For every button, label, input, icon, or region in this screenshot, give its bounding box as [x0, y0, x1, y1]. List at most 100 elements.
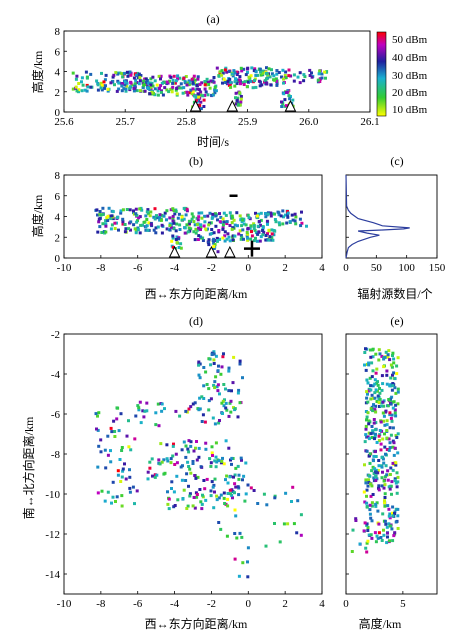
data-point [372, 421, 376, 425]
data-point [163, 86, 167, 90]
data-point [225, 408, 229, 412]
data-point [253, 67, 257, 71]
data-point [120, 504, 124, 508]
data-point [233, 473, 237, 477]
data-point [103, 78, 107, 82]
data-point [115, 417, 119, 421]
data-point [146, 86, 150, 90]
data-point [236, 464, 240, 468]
data-point [212, 352, 216, 356]
data-point [134, 414, 138, 418]
data-point [106, 490, 110, 494]
data-point [128, 486, 132, 490]
data-point [366, 484, 370, 488]
data-point [230, 488, 234, 492]
data-point [204, 227, 208, 231]
data-point [289, 74, 293, 78]
data-point [267, 228, 271, 232]
data-point [213, 459, 217, 463]
data-point [370, 536, 374, 540]
data-point [220, 459, 224, 463]
data-point [85, 89, 89, 93]
data-point [197, 95, 201, 99]
data-point [106, 87, 110, 91]
data-point [371, 431, 375, 435]
data-point [207, 221, 211, 225]
data-point [230, 227, 234, 231]
data-point [249, 486, 253, 490]
panel-d-xtick-label: -2 [207, 598, 216, 610]
data-point [234, 77, 237, 81]
data-point [210, 480, 214, 484]
data-point [369, 384, 373, 388]
data-point [367, 387, 371, 391]
data-point [142, 83, 146, 87]
data-point [233, 491, 236, 495]
data-point [224, 478, 227, 482]
panel-b-triangle-marker [205, 245, 218, 258]
data-point [395, 491, 399, 495]
data-point [132, 209, 135, 213]
data-point [115, 89, 119, 93]
data-point [228, 475, 232, 479]
data-point [395, 436, 399, 439]
data-point [249, 79, 253, 83]
data-point [388, 539, 391, 543]
data-point [233, 84, 237, 88]
panel-d-xtick-label: 4 [319, 598, 325, 610]
data-point [233, 407, 237, 411]
data-point [210, 216, 214, 220]
data-point [156, 93, 160, 97]
data-point [275, 69, 279, 73]
data-point [229, 458, 232, 462]
data-point [365, 541, 369, 545]
data-point [385, 436, 389, 440]
data-point [250, 66, 254, 70]
panel-d-ytick-label: -8 [51, 449, 61, 461]
data-point [199, 90, 203, 94]
data-point [391, 382, 395, 385]
data-point [282, 522, 286, 526]
data-point [175, 241, 179, 245]
data-point [180, 215, 184, 219]
panel-a-xtick-label: 25.8 [177, 116, 197, 128]
data-point [96, 83, 100, 87]
data-point [391, 468, 395, 472]
data-point [74, 77, 78, 81]
data-point [383, 496, 387, 499]
data-point [240, 236, 244, 240]
data-point [189, 440, 193, 444]
data-point [391, 351, 395, 355]
data-point [112, 419, 116, 423]
data-point [390, 492, 393, 496]
data-point [275, 79, 279, 83]
data-point [202, 397, 206, 400]
data-point [373, 391, 377, 395]
data-point [365, 522, 369, 526]
data-point [246, 238, 250, 242]
data-point [192, 230, 196, 234]
data-point [368, 348, 372, 352]
data-point [320, 76, 324, 80]
data-point [153, 79, 157, 83]
data-point [362, 529, 366, 533]
data-point [157, 458, 161, 462]
data-point [133, 84, 137, 88]
data-point [238, 401, 242, 405]
data-point [197, 226, 201, 230]
data-point [378, 387, 381, 390]
data-point [96, 88, 100, 92]
data-point [163, 211, 167, 215]
data-point [100, 83, 104, 87]
panel-d-title: (d) [189, 314, 203, 328]
data-point [277, 71, 281, 74]
data-point [96, 414, 99, 418]
data-point [392, 400, 396, 404]
data-point [149, 83, 153, 87]
panel-b-ytick-label: 4 [55, 212, 61, 224]
data-point [388, 411, 392, 415]
data-point [395, 485, 399, 489]
panel-a-triangle-marker [226, 99, 239, 112]
data-point [377, 464, 381, 468]
data-point [245, 234, 249, 238]
